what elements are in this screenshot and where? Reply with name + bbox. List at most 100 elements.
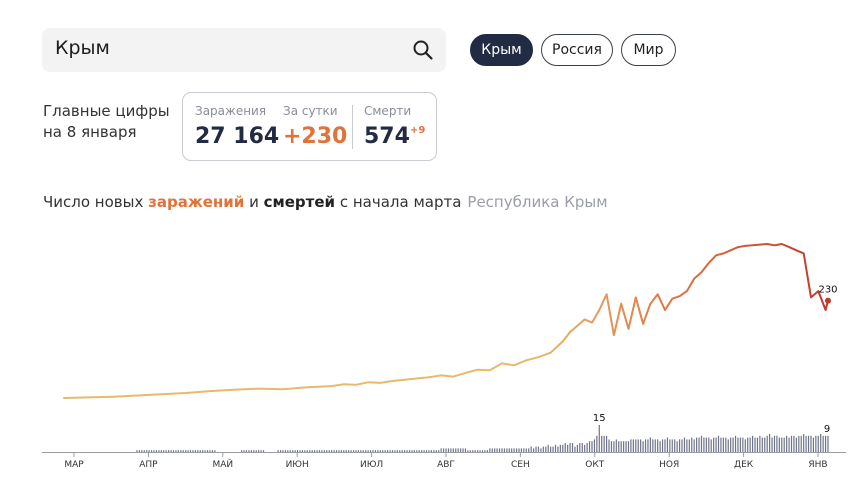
death-bar — [258, 450, 260, 452]
death-bar — [459, 448, 462, 452]
death-bar — [318, 450, 321, 452]
death-bar — [783, 437, 785, 452]
death-bar — [530, 446, 532, 452]
death-bar — [462, 448, 464, 452]
death-bar — [513, 448, 515, 452]
death-bar — [435, 450, 437, 452]
death-bar — [613, 441, 615, 452]
death-bar — [610, 441, 613, 452]
search-icon[interactable] — [412, 39, 434, 61]
death-bar — [442, 448, 445, 452]
death-bar — [360, 450, 362, 452]
death-bar — [554, 444, 557, 452]
death-bar — [569, 443, 571, 452]
death-bar — [469, 450, 471, 452]
chart-title: Число новых заражений и смертей с начала… — [43, 193, 608, 211]
death-bar — [350, 450, 352, 452]
death-bar — [197, 450, 199, 452]
tab-world[interactable]: Мир — [621, 34, 676, 66]
death-bar — [571, 443, 574, 452]
death-bar — [314, 450, 316, 452]
death-bar — [365, 450, 367, 452]
death-bar — [776, 435, 778, 452]
death-bar — [696, 437, 698, 452]
x-tick-label: ОКТ — [585, 460, 604, 470]
chart-title-infections: заражений — [148, 193, 245, 211]
death-bar — [805, 435, 807, 452]
tab-russia[interactable]: Россия — [541, 34, 613, 66]
death-bar — [623, 441, 625, 452]
death-bar — [812, 437, 815, 452]
death-bar — [148, 450, 150, 452]
death-bar — [759, 435, 761, 452]
death-bar — [520, 448, 523, 452]
search-input[interactable]: Крым — [55, 37, 110, 59]
death-bar — [601, 435, 603, 452]
death-bar — [486, 450, 488, 452]
death-bar — [635, 439, 637, 452]
death-bar — [824, 435, 827, 452]
death-bar — [172, 450, 175, 452]
death-bar — [593, 439, 596, 452]
stats-divider — [352, 105, 353, 149]
death-bar — [579, 443, 581, 452]
death-bar — [608, 439, 610, 452]
death-bar — [425, 450, 428, 452]
death-bar — [202, 450, 204, 452]
death-bar — [326, 450, 328, 452]
death-bar — [703, 437, 705, 452]
search-bar[interactable]: Крым — [42, 28, 446, 72]
death-bar — [751, 435, 754, 452]
death-bar — [445, 448, 447, 452]
death-bar — [710, 439, 712, 452]
deaths-value: 574 — [364, 124, 410, 149]
death-bar — [335, 450, 338, 452]
death-bar — [525, 448, 527, 452]
death-bar — [352, 450, 355, 452]
death-bar — [547, 444, 549, 452]
death-bar — [744, 439, 746, 452]
death-bar — [404, 450, 406, 452]
death-bar — [737, 437, 739, 452]
death-bar — [377, 450, 379, 452]
death-bar — [438, 450, 440, 452]
death-bar — [535, 446, 537, 452]
death-bar — [705, 437, 707, 452]
x-tick-label: ЯНВ — [808, 460, 827, 470]
x-tick-label: ДЕК — [734, 460, 754, 470]
death-bar — [630, 439, 632, 452]
death-bar — [581, 443, 583, 452]
death-bar — [338, 450, 340, 452]
death-bar — [557, 446, 559, 452]
chart-title-deaths: смертей — [263, 193, 336, 211]
death-bar — [769, 434, 771, 452]
death-bar — [185, 450, 187, 452]
death-bar — [532, 448, 535, 452]
death-bar — [433, 450, 435, 452]
death-bar — [827, 435, 829, 452]
death-bar — [503, 448, 505, 452]
death-bar — [730, 437, 732, 452]
death-bar — [567, 444, 569, 452]
death-bar — [150, 450, 153, 452]
death-bar — [484, 450, 486, 452]
death-bar — [292, 450, 294, 452]
chart-title-part2: и — [244, 193, 264, 211]
death-bar — [387, 450, 389, 452]
death-bar — [187, 450, 189, 452]
death-bar — [734, 435, 737, 452]
death-bar — [596, 435, 598, 452]
chart-title-part3: с начала марта — [335, 193, 462, 211]
death-bar — [136, 450, 138, 452]
death-bar — [177, 450, 179, 452]
death-bar — [727, 439, 729, 452]
death-bar — [418, 450, 420, 452]
tab-crimea[interactable]: Крым — [470, 34, 533, 66]
death-bar — [279, 450, 282, 452]
death-bar — [413, 450, 415, 452]
death-bar — [450, 448, 452, 452]
x-tick-label: НОЯ — [659, 460, 679, 470]
death-bar — [649, 437, 651, 452]
death-bar — [501, 448, 503, 452]
